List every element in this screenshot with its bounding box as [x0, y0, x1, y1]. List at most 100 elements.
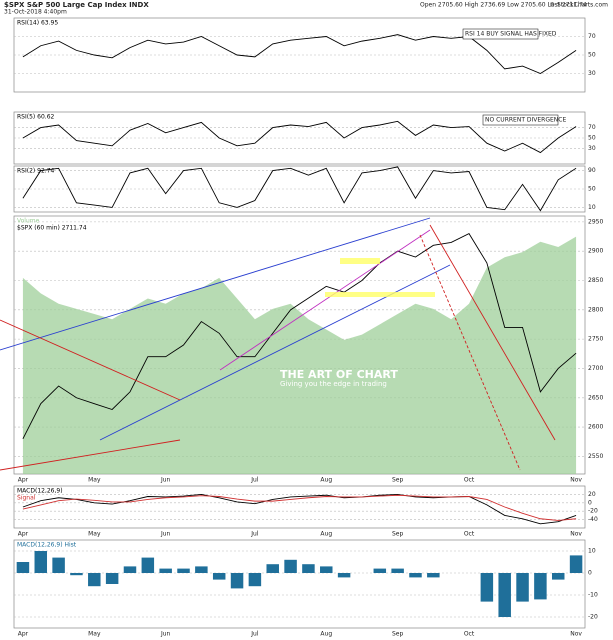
x-tick-label: Nov — [570, 477, 582, 484]
y-tick-label: 10 — [588, 204, 596, 211]
legend-entry: Signal — [17, 495, 36, 502]
bar — [177, 568, 190, 573]
y-tick-label: 2900 — [588, 248, 603, 255]
volume-area — [22, 236, 577, 474]
x-tick-label: Aug — [320, 531, 332, 538]
bar — [320, 566, 333, 573]
bar — [230, 573, 244, 589]
bar — [88, 573, 101, 587]
legend-entry: Volume — [17, 218, 40, 225]
annotation-box — [482, 114, 559, 126]
bar — [427, 573, 440, 578]
x-tick-label: May — [88, 631, 101, 638]
y-tick-label: 30 — [588, 145, 596, 152]
x-tick-label: Sep — [392, 531, 404, 538]
annotation: NO CURRENT DIVERGENCE — [485, 117, 566, 124]
y-tick-label: 30 — [588, 70, 596, 77]
x-tick-label: Oct — [464, 477, 475, 484]
bar — [159, 568, 172, 573]
bar — [123, 566, 137, 573]
bar — [391, 568, 404, 573]
y-tick-label: 0 — [588, 499, 592, 506]
bar — [337, 573, 351, 578]
x-tick-label: Nov — [570, 631, 582, 638]
y-tick-label: 90 — [588, 167, 596, 174]
legend-entry: MACD(12,26,9) Hist — [17, 542, 77, 549]
bar — [569, 555, 583, 573]
y-tick-label: 2850 — [588, 277, 603, 284]
trend-lines — [0, 217, 556, 471]
y-tick-label: 2600 — [588, 424, 603, 431]
y-tick-label: 0 — [588, 570, 592, 577]
x-tick-label: May — [88, 531, 101, 538]
x-tick-label: Oct — [464, 531, 475, 538]
panel-frame — [13, 485, 586, 529]
bar — [70, 573, 83, 576]
bar — [248, 573, 262, 587]
x-tick-label: Sep — [392, 631, 404, 638]
series-line — [22, 494, 577, 521]
bar — [498, 573, 511, 617]
y-tick-label: 70 — [588, 33, 596, 40]
y-tick-label: 2800 — [588, 306, 603, 313]
y-tick-label: -20 — [588, 508, 598, 515]
x-tick-label: Jul — [250, 531, 259, 538]
legend-entry: RSI(5) 60.62 — [17, 114, 55, 121]
annotation-box — [462, 28, 539, 40]
y-tick-label: 50 — [588, 52, 596, 59]
bar — [409, 573, 422, 578]
x-tick-label: Jun — [160, 477, 171, 484]
y-tick-label: -10 — [588, 592, 598, 599]
symbol: $SPX S&P 500 Large Cap Index INDX — [4, 1, 149, 9]
x-tick-label: Jun — [160, 631, 171, 638]
bar — [551, 573, 565, 580]
series-line — [22, 34, 577, 75]
y-tick-label: 70 — [588, 124, 596, 131]
bar — [516, 573, 529, 602]
bar — [141, 557, 155, 573]
y-tick-label: 2650 — [588, 394, 603, 401]
bar — [105, 573, 119, 584]
series-line — [22, 493, 577, 525]
x-tick-label: May — [88, 477, 101, 484]
x-tick-label: Jun — [160, 531, 171, 538]
y-tick-label: -40 — [588, 516, 598, 523]
bar — [302, 564, 315, 573]
y-tick-label: 50 — [588, 186, 596, 193]
y-tick-label: 50 — [588, 135, 596, 142]
series-line — [22, 233, 577, 440]
x-tick-label: Oct — [464, 631, 475, 638]
annotation: RSI 14 BUY SIGNAL HAS FIXED — [465, 31, 557, 38]
bar — [52, 557, 65, 573]
legend-entry: $SPX (60 min) 2711.74 — [17, 225, 87, 232]
y-tick-label: -20 — [588, 614, 598, 621]
y-tick-label: 10 — [588, 548, 596, 555]
bar — [34, 551, 48, 573]
x-tick-label: Apr — [18, 477, 29, 484]
x-tick-label: Aug — [320, 477, 332, 484]
bar — [266, 564, 279, 573]
y-tick-label: 2700 — [588, 365, 603, 372]
y-tick-label: 2950 — [588, 218, 603, 225]
panel-frame — [13, 539, 586, 629]
legend-entry: MACD(12,26,9) — [17, 488, 63, 495]
date: 31-Oct-2018 4:40pm — [4, 9, 67, 16]
annotation: THE ART OF CHART — [280, 368, 398, 381]
y-tick-label: 2550 — [588, 453, 603, 460]
bar — [284, 559, 297, 573]
bar — [534, 573, 547, 600]
bar — [480, 573, 494, 602]
credit: © StockCharts.com — [549, 2, 608, 9]
x-tick-label: Aug — [320, 631, 332, 638]
bar — [212, 573, 226, 580]
series-line — [22, 120, 577, 154]
legend-entry: RSI(14) 63.95 — [17, 20, 58, 27]
x-tick-label: Sep — [392, 477, 404, 484]
bar — [373, 568, 387, 573]
series-line — [22, 166, 577, 212]
legend-entry: RSI(2) 92.74 — [17, 168, 55, 175]
y-tick-label: 20 — [588, 491, 596, 498]
bar — [195, 566, 208, 573]
quote: Open 2705.60 High 2736.69 Low 2705.60 La… — [420, 2, 587, 9]
